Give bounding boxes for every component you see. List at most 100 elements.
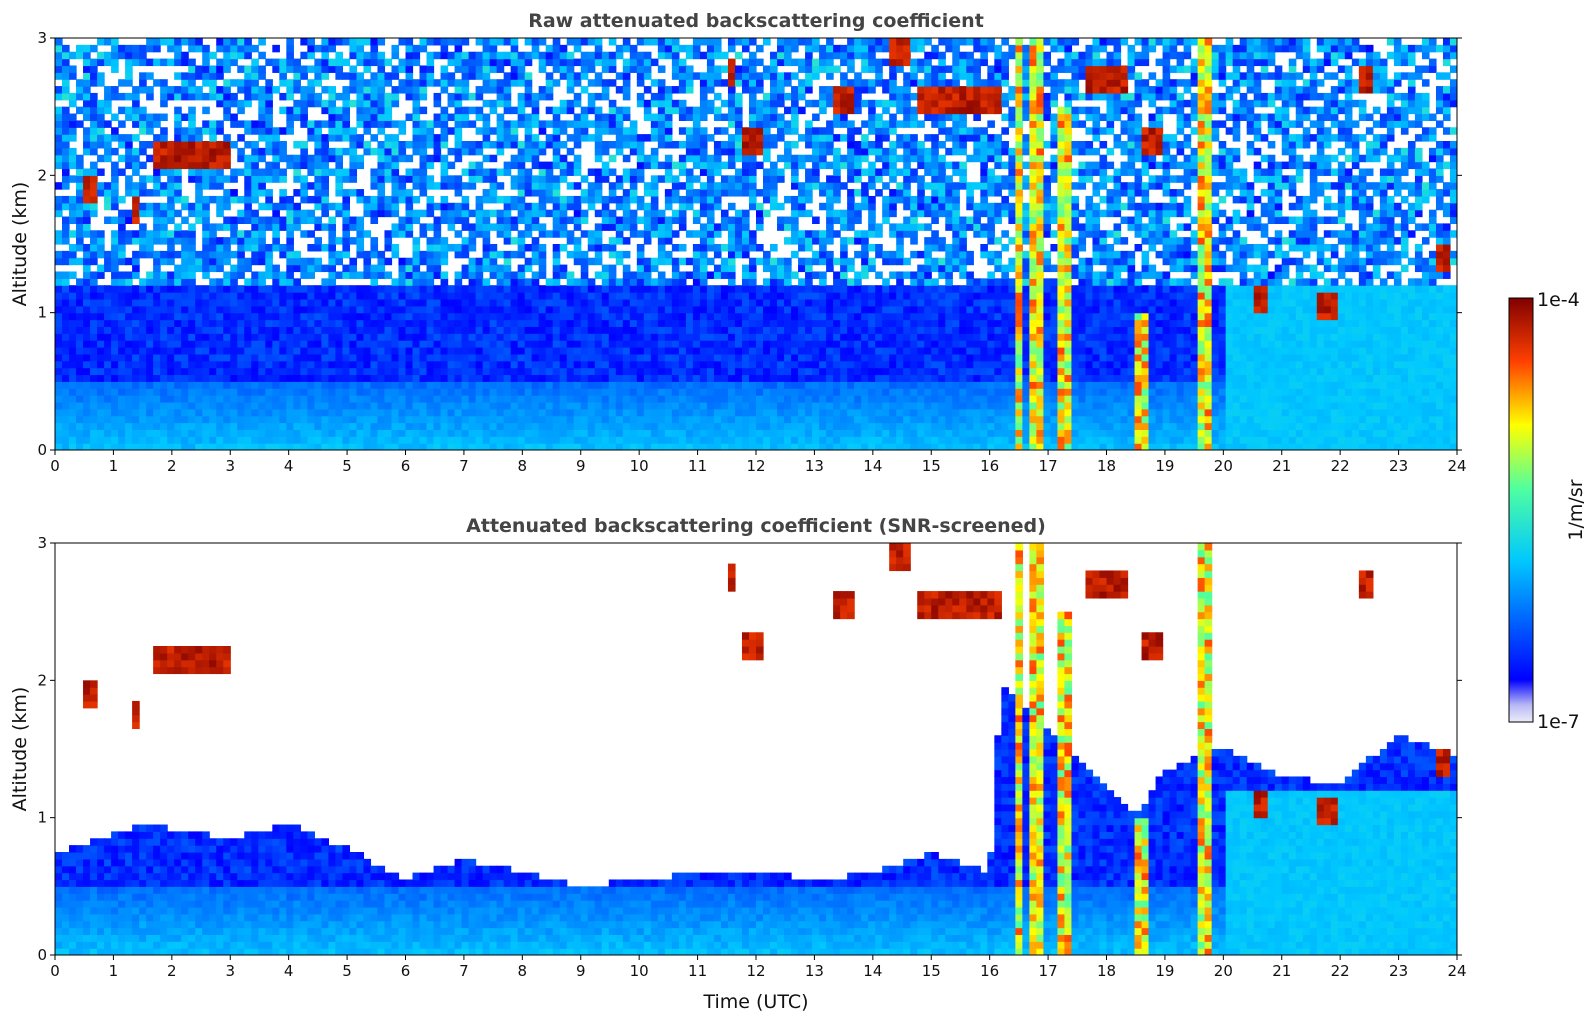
heatmap-cell	[181, 202, 189, 211]
heatmap-cell	[377, 72, 386, 80]
heatmap-cell	[307, 79, 315, 87]
heatmap-cell	[664, 326, 673, 334]
heatmap-cell	[363, 360, 372, 369]
heatmap-cell	[111, 127, 119, 135]
heatmap-cell	[314, 360, 322, 369]
heatmap-cell	[258, 216, 266, 224]
heatmap-cell	[391, 223, 400, 231]
heatmap-cell	[216, 92, 224, 101]
heatmap-cell	[559, 401, 568, 410]
heatmap-cell	[307, 51, 315, 60]
heatmap-cell	[370, 147, 379, 156]
heatmap-cell	[398, 292, 407, 300]
heatmap-cell	[482, 381, 491, 389]
heatmap-cell	[139, 79, 147, 87]
heatmap-cell	[202, 429, 210, 437]
heatmap-cell	[440, 72, 449, 80]
heatmap-cell	[69, 161, 77, 170]
heatmap-cell	[377, 374, 386, 382]
heatmap-cell	[503, 161, 512, 170]
heatmap-cell	[489, 38, 498, 46]
heatmap-cell	[363, 38, 372, 46]
heatmap-cell	[685, 408, 694, 417]
heatmap-cell	[741, 216, 750, 224]
heatmap-cell	[342, 340, 351, 348]
heatmap-cell	[181, 319, 189, 327]
heatmap-cell	[181, 285, 189, 293]
heatmap-cell	[706, 99, 715, 108]
heatmap-cell	[468, 436, 477, 444]
heatmap-cell	[83, 305, 91, 314]
heatmap-cell	[580, 292, 589, 300]
heatmap-cell	[552, 340, 561, 348]
heatmap-cell	[671, 381, 680, 389]
heatmap-cell	[713, 367, 722, 376]
heatmap-cell	[608, 195, 617, 204]
heatmap-cell	[727, 388, 736, 396]
heatmap-cell	[237, 333, 245, 341]
heatmap-cell	[398, 216, 407, 224]
heatmap-cell	[258, 154, 266, 163]
heatmap-cell	[468, 147, 477, 156]
heatmap-cell	[230, 120, 238, 128]
heatmap-cell	[223, 257, 231, 266]
heatmap-cell	[482, 298, 491, 307]
heatmap-cell	[454, 326, 463, 334]
heatmap-cell	[314, 99, 322, 108]
heatmap-cell	[489, 422, 498, 430]
heatmap-cell	[167, 285, 175, 293]
heatmap-cell	[167, 388, 175, 396]
heatmap-cell	[573, 381, 582, 389]
heatmap-cell	[496, 415, 505, 424]
heatmap-cell	[139, 230, 147, 238]
heatmap-cell	[594, 38, 603, 46]
heatmap-cell	[496, 333, 505, 341]
heatmap-cell	[503, 79, 512, 87]
heatmap-cell	[258, 353, 266, 362]
heatmap-cell	[216, 395, 224, 403]
heatmap-cell	[517, 381, 526, 389]
heatmap-cell	[398, 298, 407, 307]
heatmap-cell	[461, 271, 470, 279]
heatmap-cell	[566, 230, 575, 238]
heatmap-cell	[405, 168, 414, 176]
heatmap-cell	[678, 141, 687, 149]
heatmap-cell	[139, 326, 147, 334]
heatmap-cell	[657, 367, 666, 376]
heatmap-cell	[370, 374, 379, 382]
heatmap-cell	[202, 401, 210, 410]
heatmap-cell	[69, 230, 77, 238]
heatmap-cell	[90, 58, 98, 67]
heatmap-cell	[363, 230, 372, 238]
heatmap-cell	[83, 216, 91, 224]
heatmap-cell	[699, 51, 708, 60]
heatmap-cell	[622, 175, 631, 183]
heatmap-cell	[587, 319, 596, 327]
heatmap-cell	[62, 216, 70, 224]
heatmap-cell	[293, 161, 301, 170]
heatmap-cell	[622, 65, 631, 73]
heatmap-cell	[237, 347, 245, 355]
heatmap-cell	[76, 422, 84, 430]
heatmap-cell	[748, 278, 757, 286]
heatmap-cell	[328, 168, 336, 176]
heatmap-cell	[216, 175, 224, 183]
heatmap-cell	[62, 58, 70, 67]
heatmap-cell	[272, 44, 280, 53]
heatmap-cell	[55, 202, 63, 211]
heatmap-cell	[734, 182, 743, 190]
heatmap-cell	[83, 79, 91, 87]
heatmap-cell	[300, 154, 308, 163]
heatmap-cell	[601, 161, 610, 170]
heatmap-cell	[650, 312, 659, 321]
heatmap-cell	[622, 134, 631, 142]
heatmap-cell	[223, 340, 231, 348]
heatmap-cell	[510, 161, 519, 170]
heatmap-cell	[76, 216, 84, 224]
heatmap-cell	[405, 189, 414, 197]
heatmap-cell	[118, 44, 126, 53]
heatmap-cell	[489, 141, 498, 149]
heatmap-cell	[293, 264, 301, 273]
heatmap-cell	[328, 127, 336, 135]
heatmap-cell	[741, 429, 750, 437]
